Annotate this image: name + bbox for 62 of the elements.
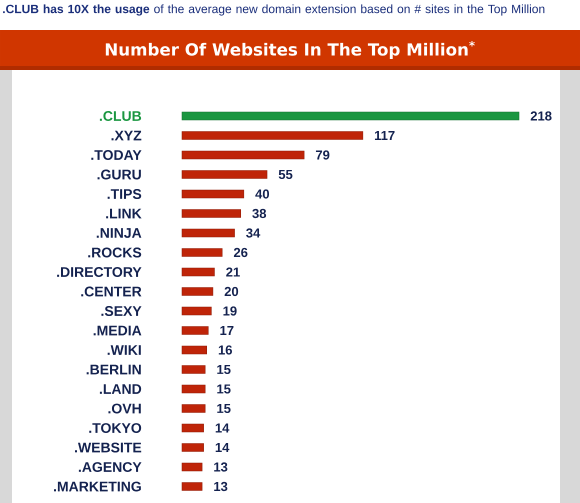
bar (182, 268, 215, 276)
y-tick-label: .XYZ (112, 130, 142, 140)
y-tick-label: .TODAY (91, 150, 142, 160)
bar (182, 443, 204, 452)
bar (182, 112, 520, 120)
y-tick-label: .ROCKS (88, 248, 142, 258)
y-tick-label: .DIRECTORY (57, 267, 142, 277)
bar (182, 170, 268, 179)
bar (182, 462, 202, 472)
y-tick-label: .MARKETING (54, 482, 141, 492)
data-label: 218 (530, 111, 552, 121)
data-label: 19 (223, 306, 237, 316)
data-label: 55 (278, 170, 292, 180)
data-label: 34 (246, 228, 260, 238)
y-tick-label: .GURU (98, 170, 141, 180)
data-label: 15 (217, 404, 231, 414)
bar (182, 287, 214, 296)
bar (182, 228, 235, 238)
bar (182, 306, 212, 316)
bar (182, 404, 206, 413)
bar (182, 248, 222, 257)
data-label: 16 (218, 345, 232, 355)
bar (182, 482, 202, 491)
data-label: 38 (252, 208, 266, 218)
y-tick-label: .CLUB (100, 111, 142, 121)
y-tick-label: .NINJA (96, 228, 142, 238)
y-tick-label: .AGENCY (78, 462, 142, 472)
bar (182, 424, 204, 432)
bar (182, 346, 208, 354)
data-label: 21 (226, 267, 240, 277)
data-label: 14 (216, 443, 230, 452)
y-tick-label: .CENTER (81, 286, 142, 296)
y-tick-label: .WEBSITE (75, 442, 142, 452)
y-tick-label: .MEDIA (94, 326, 142, 336)
data-label: 79 (316, 150, 330, 160)
data-label: 17 (220, 326, 234, 335)
y-tick-label: .BERLIN (86, 364, 141, 374)
data-label: 117 (374, 131, 395, 140)
data-label: 15 (217, 384, 231, 394)
y-tick-label: .LINK (106, 208, 142, 218)
data-label: 13 (214, 482, 228, 492)
bar (182, 190, 244, 198)
bar (182, 150, 304, 160)
bar (182, 365, 206, 374)
bar (182, 209, 242, 218)
data-label: 13 (214, 462, 228, 472)
y-tick-label: .TIPS (108, 189, 142, 199)
y-tick-label: .LAND (100, 384, 142, 394)
bar (182, 384, 206, 394)
data-label: 40 (255, 189, 270, 199)
y-tick-label: .WIKI (108, 345, 141, 355)
y-tick-label: .TOKYO (89, 423, 142, 433)
bar (182, 326, 209, 335)
y-tick-label: .OVH (108, 404, 141, 414)
chart-subtitle: .CLUB has 10X the usage of the average new domain extension based on # sites in the Top Million (3, 4, 544, 16)
data-label: 14 (216, 424, 230, 432)
data-label: 20 (224, 286, 238, 296)
data-label: 26 (234, 248, 248, 258)
data-label: 15 (217, 364, 231, 374)
bar (182, 131, 364, 140)
y-tick-label: .SEXY (101, 306, 142, 316)
chart-title: Number Of Websites In The Top Million$^{*}$ (106, 41, 475, 59)
